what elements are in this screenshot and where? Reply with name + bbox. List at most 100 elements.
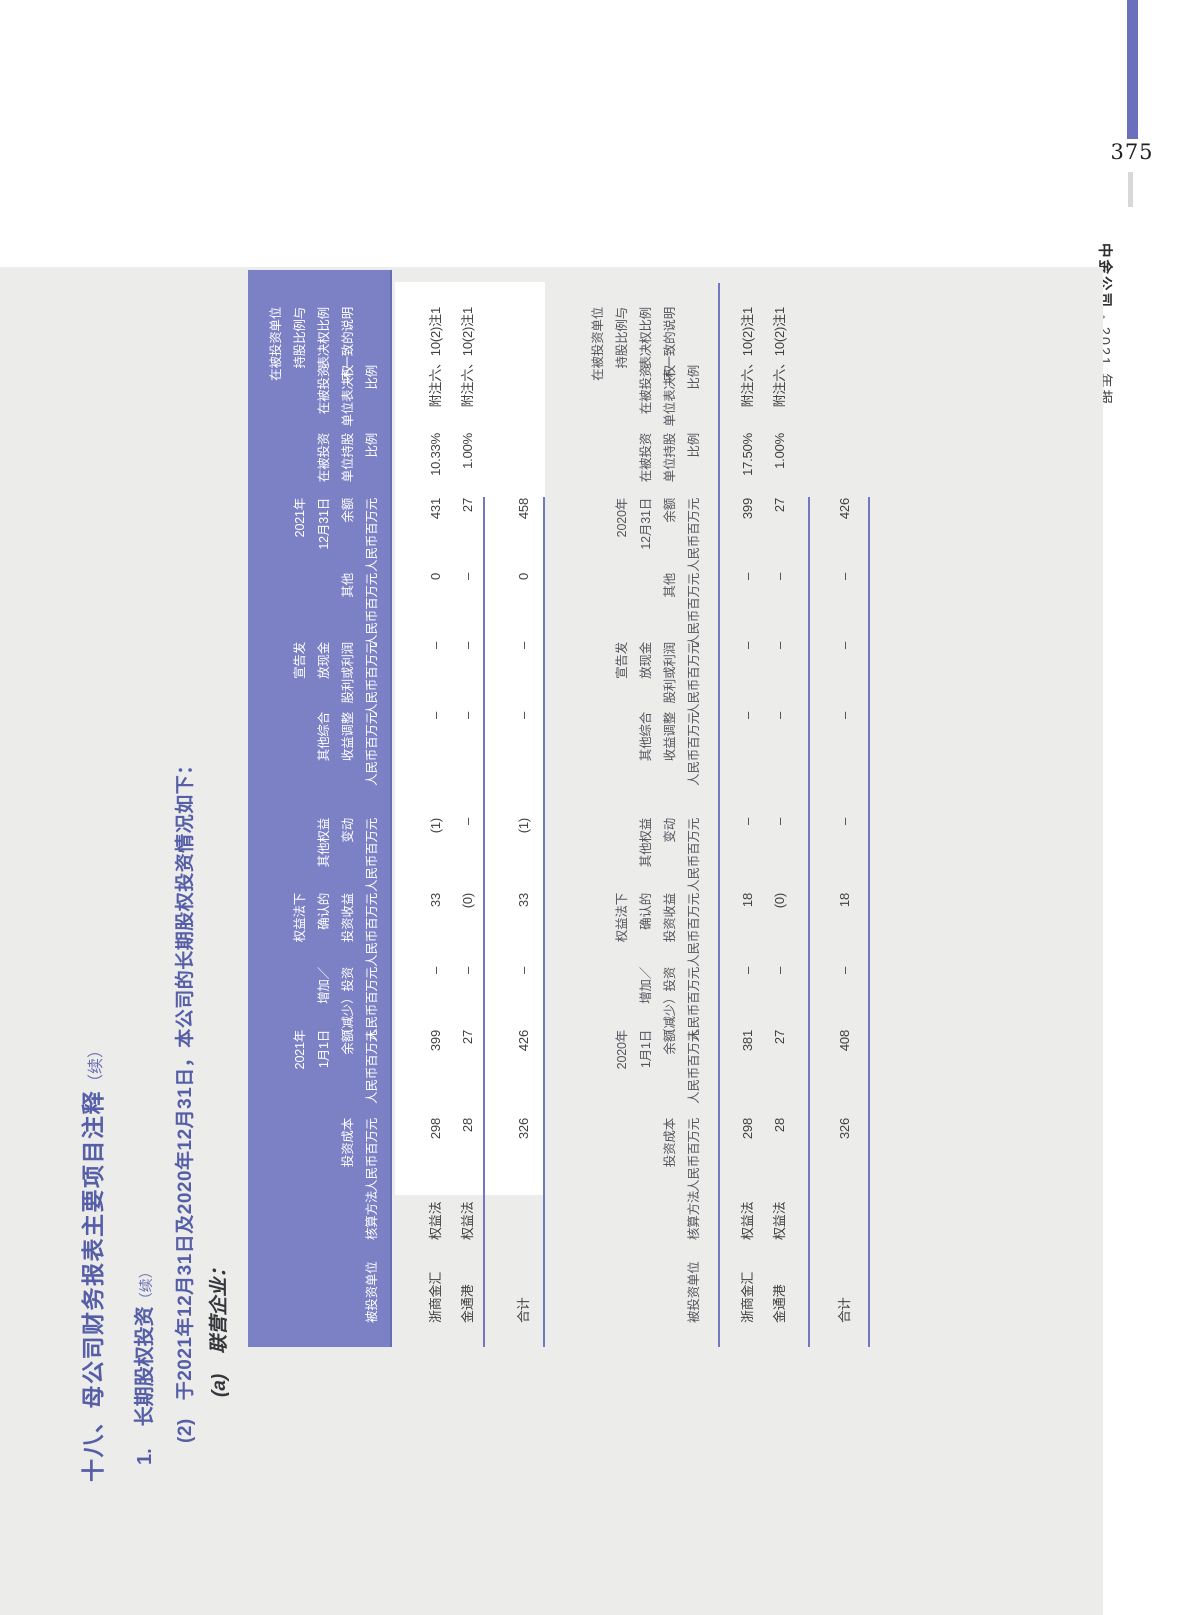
total-top-rule bbox=[808, 497, 810, 1347]
cell-opening-balance: 27 bbox=[460, 1030, 475, 1045]
cell-cost: 28 bbox=[460, 1118, 475, 1133]
cell-ratio-note: 附注六、10(2)注1 bbox=[772, 307, 787, 408]
column-header-closing-balance: 2020年 12月31日 余额 人民币百万元 bbox=[615, 498, 701, 572]
cell-entity: 浙商金汇 bbox=[740, 1271, 755, 1323]
item-heading: 1.长期股权投资（续） bbox=[134, 1264, 156, 1465]
column-header-other: 其他 人民币百万元 bbox=[663, 573, 701, 647]
column-header-method: 核算方法 bbox=[365, 1190, 379, 1240]
page-corner-bar bbox=[1127, 0, 1138, 139]
cell-ratio-note: 附注六、10(2)注1 bbox=[428, 307, 443, 408]
cell-equity-method-income: 18 bbox=[740, 893, 755, 908]
total-closing-balance: 426 bbox=[837, 498, 852, 520]
total-other-equity-change: (1) bbox=[516, 818, 531, 834]
cell-entity: 金通港 bbox=[460, 1284, 475, 1323]
cell-cost: 298 bbox=[740, 1118, 755, 1140]
total-add-reduce: – bbox=[516, 967, 531, 975]
column-header-other-equity-change: 其他权益 变动 人民币百万元 bbox=[639, 818, 701, 892]
column-header-shareholding-ratio: 在被投资 单位持股 比例 bbox=[317, 433, 379, 483]
point-heading: (a)联营企业： bbox=[209, 1258, 230, 1397]
cell-cost: 28 bbox=[772, 1118, 787, 1133]
cell-declared-dividend: – bbox=[460, 642, 475, 650]
cell-declared-dividend: – bbox=[740, 642, 755, 650]
header-underline bbox=[718, 283, 720, 1347]
cell-method: 权益法 bbox=[460, 1201, 475, 1240]
cell-cost: 298 bbox=[428, 1118, 443, 1140]
cell-shareholding-ratio: 1.00% bbox=[460, 433, 475, 469]
cell-oci-adjustment: – bbox=[740, 712, 755, 720]
total-top-rule bbox=[483, 497, 485, 1347]
total-closing-balance: 458 bbox=[516, 498, 531, 520]
cell-add-reduce: – bbox=[460, 967, 475, 975]
cell-opening-balance: 27 bbox=[772, 1030, 787, 1045]
cell-equity-method-income: (0) bbox=[772, 893, 787, 909]
cell-oci-adjustment: – bbox=[428, 712, 443, 720]
page-number-rule bbox=[1128, 172, 1133, 207]
column-header-oci-adjustment: 其他综合 收益调整 人民币百万元 bbox=[317, 712, 379, 786]
total-equity-method-income: 33 bbox=[516, 893, 531, 908]
clause-number: (2) bbox=[175, 1418, 196, 1443]
cell-declared-dividend: – bbox=[772, 642, 787, 650]
cell-add-reduce: – bbox=[428, 967, 443, 975]
cell-opening-balance: 399 bbox=[428, 1030, 443, 1052]
column-header-declared-dividend: 宣告发 放现金 股利或利润 人民币百万元 bbox=[293, 642, 379, 716]
cell-method: 权益法 bbox=[772, 1201, 787, 1240]
cell-closing-balance: 399 bbox=[740, 498, 755, 520]
cell-other-equity-change: – bbox=[740, 818, 755, 826]
section-heading: 十八、母公司财务报表主要项目注释（续） bbox=[80, 1041, 106, 1482]
cell-oci-adjustment: – bbox=[772, 712, 787, 720]
column-header-cost: 投资成本 人民币百万元 bbox=[341, 1118, 379, 1192]
column-header-entity: 被投资单位 bbox=[365, 1261, 379, 1323]
total-oci-adjustment: – bbox=[837, 712, 852, 720]
column-header-add-reduce: 增加／ （减少）投资 人民币百万元 bbox=[639, 967, 701, 1041]
cell-ratio-note: 附注六、10(2)注1 bbox=[740, 307, 755, 408]
cell-add-reduce: – bbox=[740, 967, 755, 975]
page-number: 375 bbox=[1110, 140, 1154, 164]
column-header-cost: 投资成本 人民币百万元 bbox=[663, 1118, 701, 1192]
total-other: – bbox=[837, 573, 852, 581]
cell-shareholding-ratio: 10.33% bbox=[428, 433, 443, 476]
cell-other: 0 bbox=[428, 573, 443, 581]
cell-declared-dividend: – bbox=[428, 642, 443, 650]
item-continued-mark: （续） bbox=[138, 1264, 154, 1307]
cell-add-reduce: – bbox=[772, 967, 787, 975]
cell-entity: 金通港 bbox=[772, 1284, 787, 1323]
cell-closing-balance: 27 bbox=[772, 498, 787, 513]
total-cost: 326 bbox=[837, 1118, 852, 1140]
total-opening-balance: 408 bbox=[837, 1030, 852, 1052]
column-header-entity: 被投资单位 bbox=[687, 1261, 701, 1323]
cell-oci-adjustment: – bbox=[460, 712, 475, 720]
column-header-oci-adjustment: 其他综合 收益调整 人民币百万元 bbox=[639, 712, 701, 786]
section-continued-mark: （续） bbox=[88, 1041, 105, 1090]
total-opening-balance: 426 bbox=[516, 1030, 531, 1052]
cell-equity-method-income: (0) bbox=[460, 893, 475, 909]
total-other-equity-change: – bbox=[837, 818, 852, 826]
cell-other-equity-change: – bbox=[772, 818, 787, 826]
cell-method: 权益法 bbox=[428, 1201, 443, 1240]
total-cost: 326 bbox=[516, 1118, 531, 1140]
cell-closing-balance: 27 bbox=[460, 498, 475, 513]
total-bottom-rule bbox=[868, 497, 870, 1347]
cell-ratio-note: 附注六、10(2)注1 bbox=[460, 307, 475, 408]
cell-other-equity-change: – bbox=[460, 818, 475, 826]
item-number: 1. bbox=[134, 1448, 156, 1465]
cell-opening-balance: 381 bbox=[740, 1030, 755, 1052]
column-header-equity-method-income: 权益法下 确认的 投资收益 人民币百万元 bbox=[615, 893, 701, 967]
total-add-reduce: – bbox=[837, 967, 852, 975]
cell-method: 权益法 bbox=[740, 1201, 755, 1240]
total-equity-method-income: 18 bbox=[837, 893, 852, 908]
column-header-other: 其他 人民币百万元 bbox=[341, 573, 379, 647]
cell-shareholding-ratio: 1.00% bbox=[772, 433, 787, 469]
content-panel bbox=[0, 267, 1103, 1615]
cell-shareholding-ratio: 17.50% bbox=[740, 433, 755, 476]
cell-other-equity-change: (1) bbox=[428, 818, 443, 834]
total-other: 0 bbox=[516, 573, 531, 581]
column-header-shareholding-ratio: 在被投资 单位持股 比例 bbox=[639, 433, 701, 483]
column-header-other-equity-change: 其他权益 变动 人民币百万元 bbox=[317, 818, 379, 892]
column-header-equity-method-income: 权益法下 确认的 投资收益 人民币百万元 bbox=[293, 893, 379, 967]
column-header-ratio-note: 在被投资单位 持股比例与 表决权比例 不一致的说明 bbox=[591, 307, 677, 381]
total-entity: 合计 bbox=[516, 1297, 531, 1323]
column-header-add-reduce: 增加／ （减少）投资 人民币百万元 bbox=[317, 967, 379, 1041]
total-declared-dividend: – bbox=[516, 642, 531, 650]
point-letter: (a) bbox=[209, 1373, 230, 1397]
